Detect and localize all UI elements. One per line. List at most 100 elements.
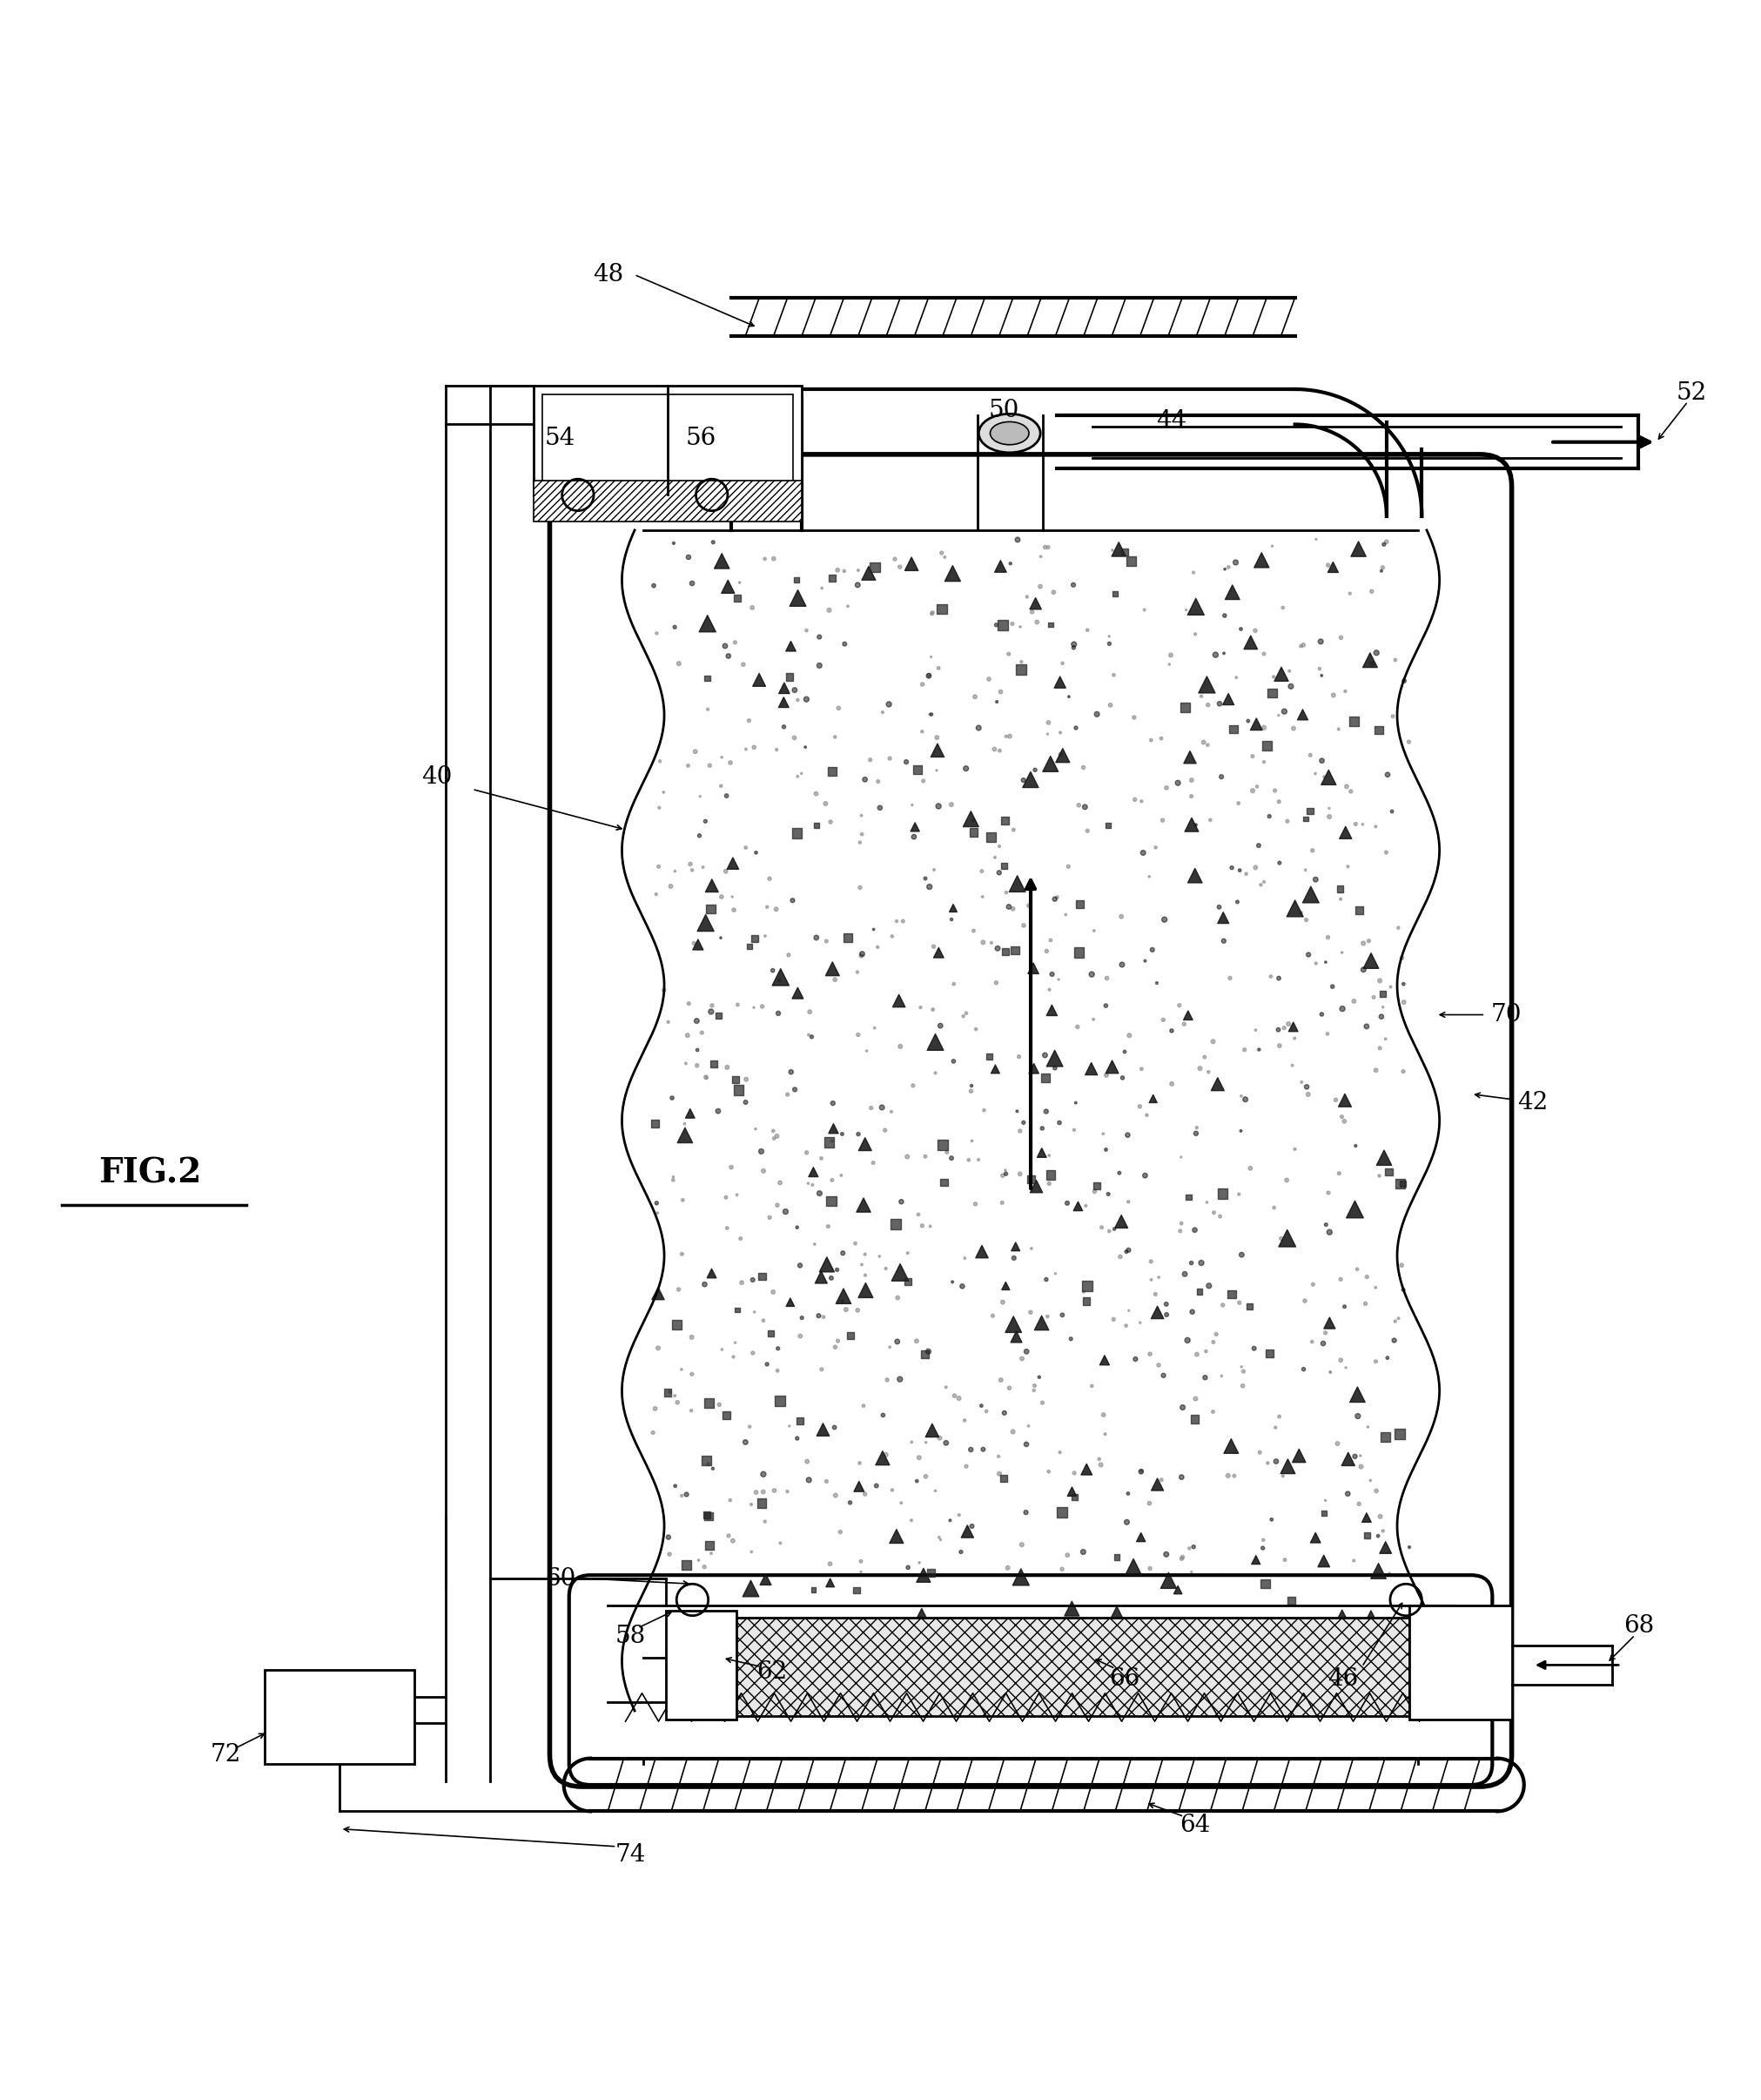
Point [939,1044,967,1077]
Point [1328,1598,1356,1632]
Point [1317,970,1345,1004]
Point [1234,1289,1263,1323]
Point [826,1516,854,1550]
Point [1259,659,1287,693]
Point [1109,1035,1138,1069]
Point [1356,1602,1384,1636]
Point [1164,1573,1192,1607]
Point [882,905,910,939]
Point [708,1334,736,1367]
Point [1361,1270,1389,1304]
Point [926,536,954,569]
Point [815,1567,844,1600]
Point [970,1094,998,1128]
Point [748,1457,777,1491]
Point [1331,1350,1359,1384]
Point [861,550,889,584]
Point [998,813,1027,846]
Point [817,1124,845,1157]
Text: 66: 66 [1108,1667,1139,1691]
Point [708,741,736,775]
Point [1136,1245,1164,1279]
Point [822,1254,851,1287]
Point [1078,958,1106,991]
Point [1108,947,1136,981]
Point [835,1487,863,1520]
Point [991,934,1020,968]
Point [983,932,1011,966]
Point [1129,836,1157,869]
Point [821,1478,849,1512]
Point [845,825,873,859]
Point [1035,748,1064,781]
Point [1136,1338,1164,1371]
Point [1352,1010,1381,1044]
Point [1027,1306,1055,1340]
Point [880,542,909,575]
Point [822,552,851,586]
Point [1315,1354,1344,1388]
Point [1053,1539,1081,1573]
Point [946,1535,974,1569]
Point [1064,1010,1092,1044]
Point [1194,1268,1222,1302]
Point [1356,943,1384,977]
Point [1345,1438,1374,1472]
Point [1092,989,1120,1023]
Point [694,1499,722,1533]
Point [1307,626,1335,659]
Point [1120,701,1148,735]
Point [930,540,958,573]
Point [1113,1184,1141,1218]
Point [1034,718,1062,752]
Point [1006,609,1034,643]
Point [1349,1567,1377,1600]
Point [1141,832,1169,865]
Point [1057,1474,1085,1508]
Point [872,1252,900,1285]
Point [910,1338,939,1371]
Point [1226,1115,1254,1149]
Point [1367,1000,1395,1033]
Point [852,1033,880,1067]
Point [1257,1504,1286,1537]
Point [1037,993,1065,1027]
Point [988,1159,1016,1193]
Point [727,1266,755,1300]
Point [694,693,722,727]
Point [1058,630,1087,664]
Point [740,922,768,956]
Point [692,662,720,695]
Point [1257,529,1286,563]
Point [995,720,1023,754]
Point [991,720,1020,754]
Point [969,880,997,914]
Point [1345,1449,1374,1483]
Point [1254,1447,1282,1480]
Point [1358,647,1386,680]
Point [1192,1186,1220,1220]
Point [1206,1359,1234,1392]
Point [1386,1579,1414,1613]
Point [646,743,674,777]
Point [851,762,879,796]
Point [1131,945,1159,979]
Point [1032,1094,1060,1128]
Point [1256,960,1284,993]
Point [1236,1151,1264,1184]
Point [807,1260,835,1294]
Point [910,1140,939,1174]
Point [1021,586,1050,620]
Point [1326,1344,1354,1378]
Point [1141,1277,1169,1310]
Point [805,1300,833,1334]
Point [988,1186,1016,1220]
Point [1284,1438,1312,1472]
Point [713,1212,741,1245]
Point [1076,1052,1104,1086]
Point [872,1438,900,1472]
Point [692,1060,720,1094]
Point [998,1415,1027,1449]
Point [1268,1460,1296,1493]
Point [708,880,736,914]
